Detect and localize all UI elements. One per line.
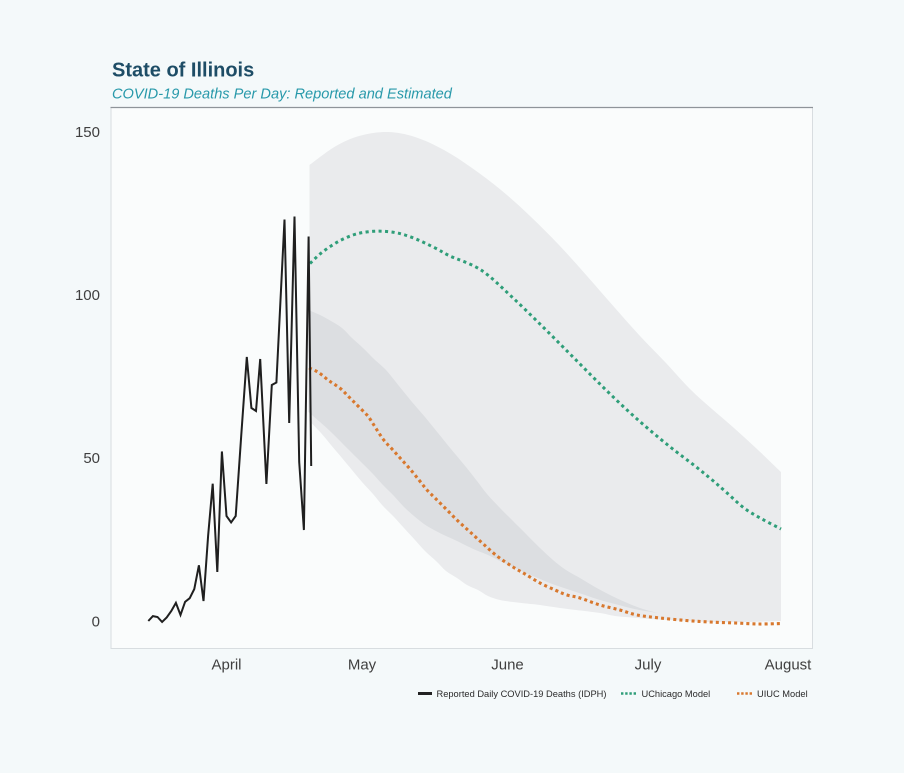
svg-text:July: July bbox=[635, 657, 662, 674]
svg-text:UIUC Model: UIUC Model bbox=[757, 689, 808, 699]
svg-text:June: June bbox=[491, 657, 524, 674]
svg-text:UChicago Model: UChicago Model bbox=[642, 689, 711, 699]
svg-text:Reported Daily COVID-19 Deaths: Reported Daily COVID-19 Deaths (IDPH) bbox=[437, 689, 607, 699]
svg-text:COVID-19 Deaths Per Day: Repor: COVID-19 Deaths Per Day: Reported and Es… bbox=[112, 87, 453, 103]
svg-text:50: 50 bbox=[83, 450, 100, 467]
svg-text:100: 100 bbox=[75, 287, 100, 304]
svg-text:August: August bbox=[765, 657, 813, 674]
svg-text:0: 0 bbox=[92, 614, 100, 631]
svg-text:May: May bbox=[348, 657, 377, 674]
svg-text:150: 150 bbox=[75, 124, 100, 141]
svg-text:April: April bbox=[211, 657, 241, 674]
svg-text:State of Illinois: State of Illinois bbox=[112, 60, 254, 82]
